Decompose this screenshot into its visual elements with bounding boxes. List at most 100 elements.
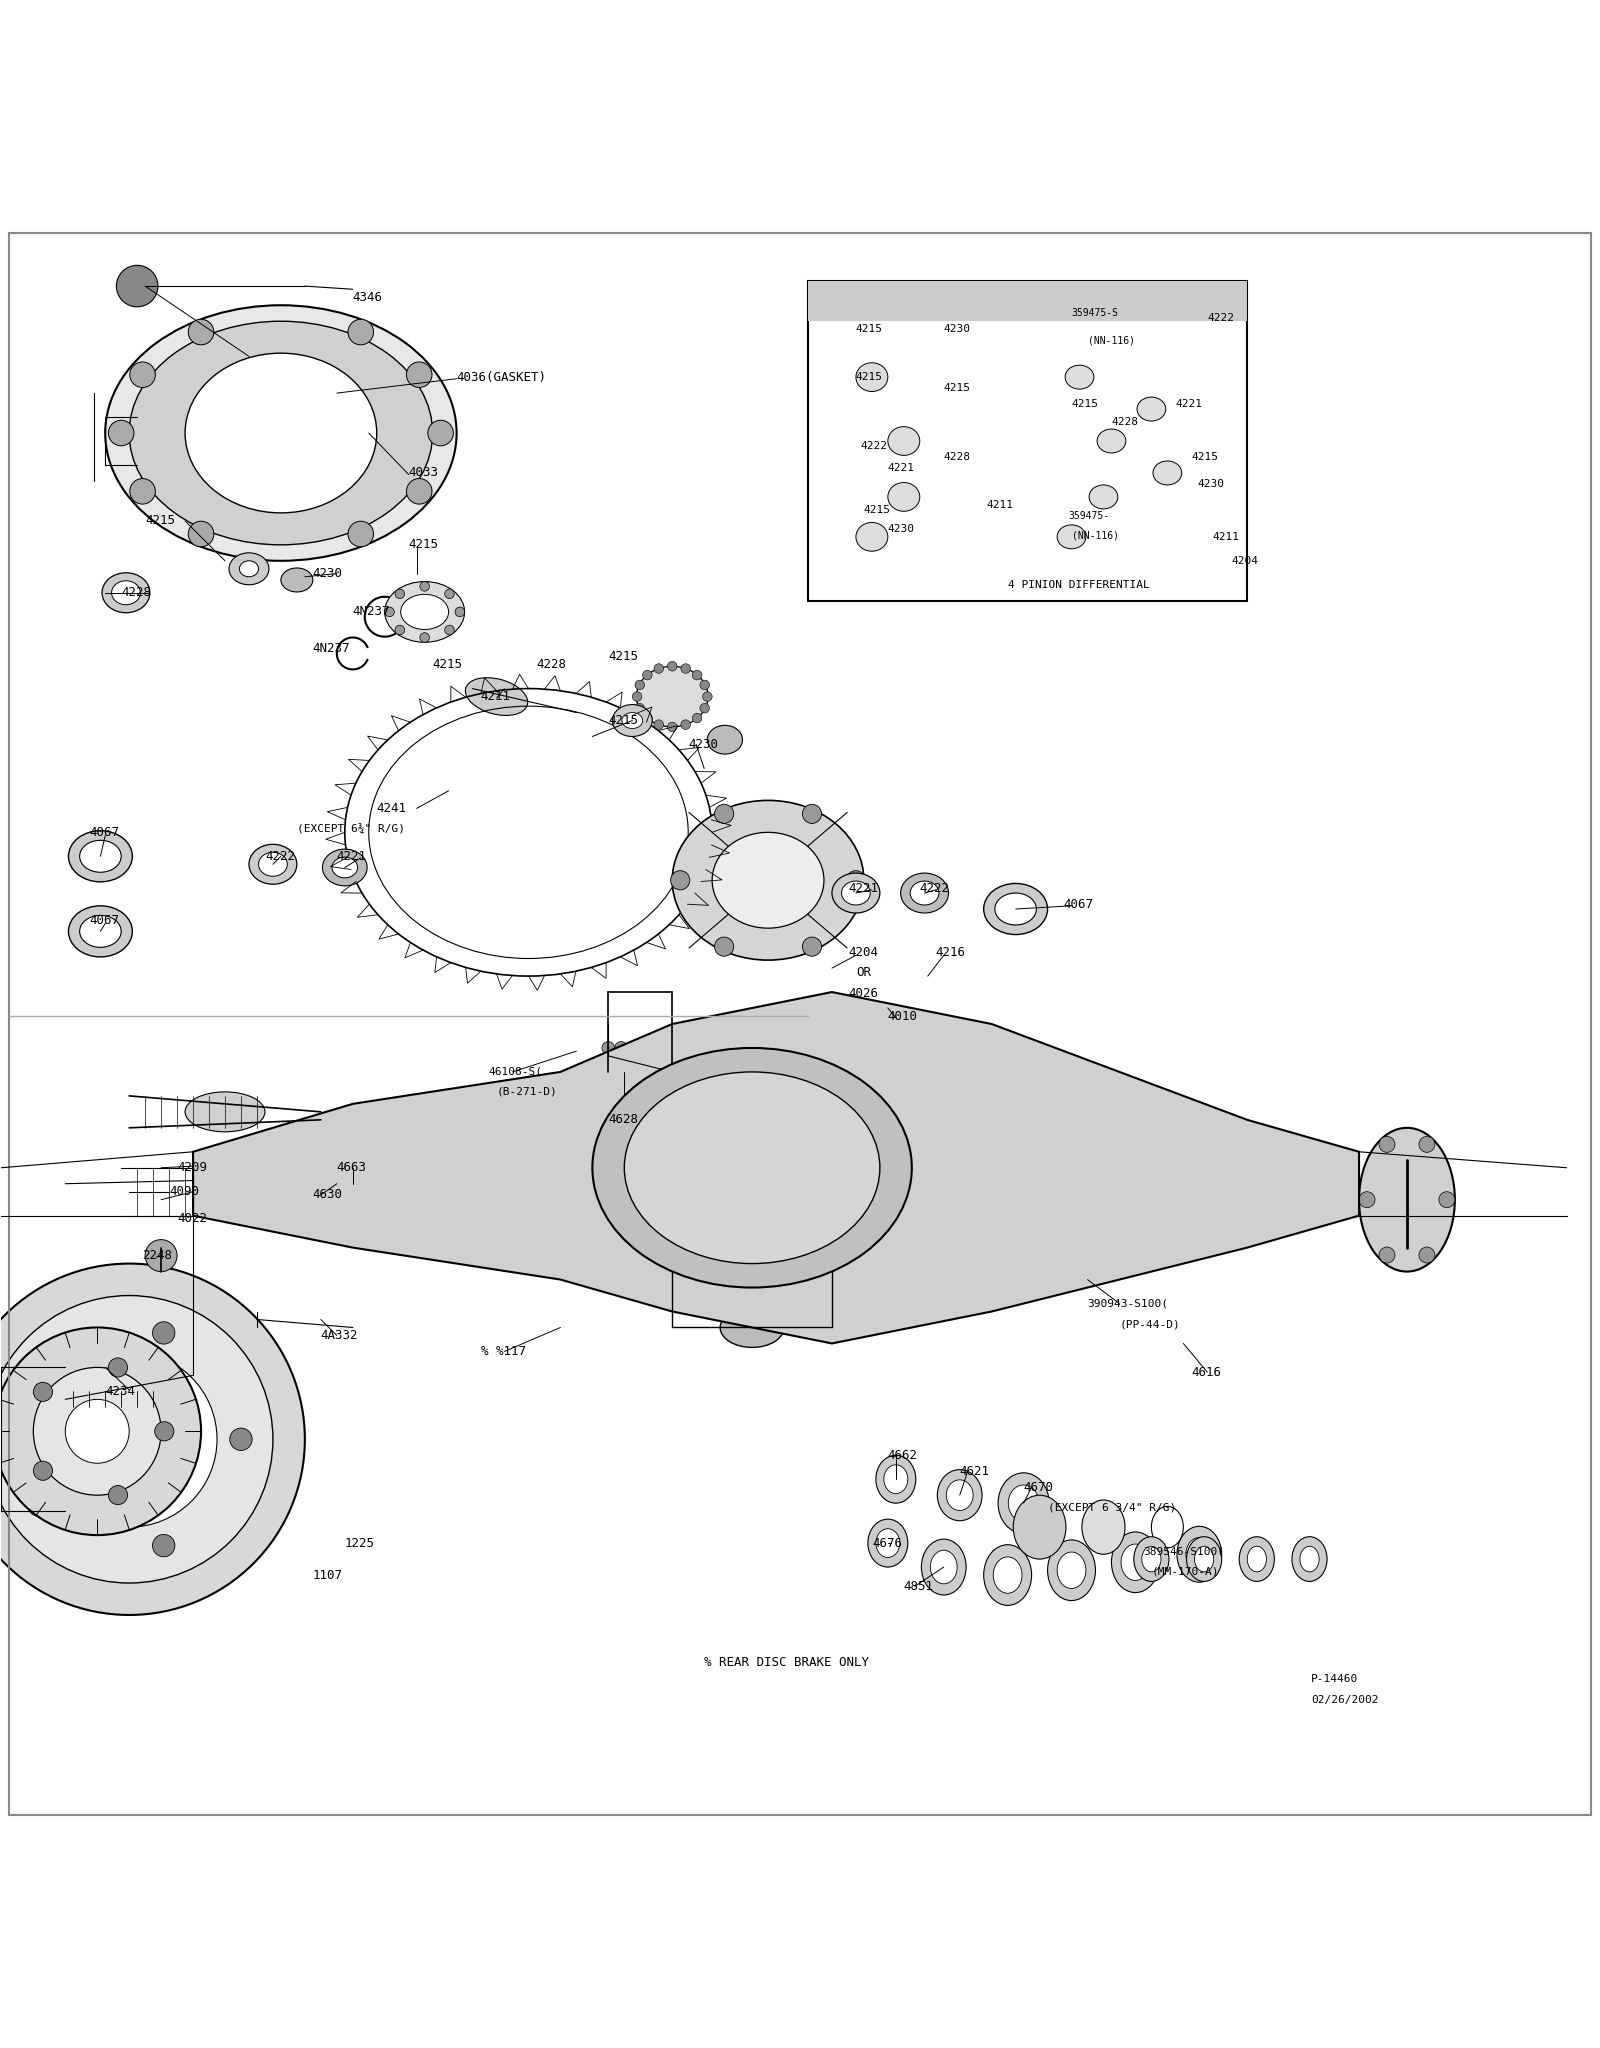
Ellipse shape <box>1058 524 1086 549</box>
Text: 4215: 4215 <box>608 649 638 664</box>
Circle shape <box>635 680 645 690</box>
Text: 4851: 4851 <box>904 1579 934 1593</box>
Ellipse shape <box>875 1456 915 1503</box>
Circle shape <box>419 582 429 592</box>
Ellipse shape <box>1122 1544 1150 1581</box>
Ellipse shape <box>832 872 880 913</box>
Ellipse shape <box>1152 1507 1184 1548</box>
Text: 4215: 4215 <box>856 324 883 334</box>
Circle shape <box>627 1042 640 1055</box>
Text: 4663: 4663 <box>338 1161 366 1174</box>
Text: 4N237: 4N237 <box>314 643 350 655</box>
Ellipse shape <box>637 666 709 727</box>
Ellipse shape <box>883 1464 907 1493</box>
Ellipse shape <box>867 1520 907 1567</box>
Circle shape <box>42 1352 218 1528</box>
Circle shape <box>635 702 645 713</box>
Circle shape <box>130 362 155 387</box>
Circle shape <box>846 870 866 889</box>
Text: 4067: 4067 <box>90 913 120 926</box>
Ellipse shape <box>1066 365 1094 389</box>
Circle shape <box>602 1042 614 1055</box>
Text: 4222: 4222 <box>1208 313 1234 324</box>
Text: 389546-S100(: 389546-S100( <box>1144 1546 1224 1556</box>
Bar <box>808 281 1248 600</box>
Circle shape <box>454 606 464 616</box>
Circle shape <box>802 938 821 956</box>
Circle shape <box>667 662 677 672</box>
Circle shape <box>338 1167 368 1200</box>
Circle shape <box>325 1155 381 1212</box>
Text: (B-271-D): (B-271-D) <box>496 1085 557 1096</box>
Circle shape <box>152 1534 174 1556</box>
Text: 4010: 4010 <box>888 1010 918 1022</box>
Circle shape <box>699 680 709 690</box>
Circle shape <box>109 420 134 446</box>
Ellipse shape <box>69 831 133 883</box>
Circle shape <box>395 590 405 598</box>
Text: P-14460: P-14460 <box>1310 1673 1358 1683</box>
Ellipse shape <box>1187 1536 1222 1581</box>
Text: 4215: 4215 <box>864 504 891 514</box>
Circle shape <box>384 606 394 616</box>
Text: (EXCEPT 6¾" R/G): (EXCEPT 6¾" R/G) <box>298 823 405 834</box>
Text: 4215: 4215 <box>146 514 174 528</box>
Circle shape <box>702 692 712 700</box>
Ellipse shape <box>888 483 920 512</box>
Circle shape <box>406 479 432 504</box>
Circle shape <box>1358 1192 1374 1208</box>
Ellipse shape <box>250 844 298 885</box>
Text: 4670: 4670 <box>1024 1481 1054 1493</box>
Circle shape <box>693 670 702 680</box>
Ellipse shape <box>323 850 366 887</box>
Circle shape <box>682 664 691 674</box>
Ellipse shape <box>1082 1499 1125 1554</box>
Text: 4221: 4221 <box>338 850 366 862</box>
Text: 4215: 4215 <box>1192 453 1218 463</box>
Text: 4211: 4211 <box>480 690 510 702</box>
Text: 4211: 4211 <box>1213 532 1238 543</box>
Text: (EXCEPT 6 3/4" R/G): (EXCEPT 6 3/4" R/G) <box>1048 1503 1176 1513</box>
Circle shape <box>34 1382 53 1401</box>
Circle shape <box>27 1493 50 1516</box>
Circle shape <box>27 1362 50 1384</box>
Text: 4211: 4211 <box>987 500 1014 510</box>
Ellipse shape <box>1299 1546 1318 1573</box>
Text: 4230: 4230 <box>688 737 718 752</box>
Circle shape <box>654 719 664 729</box>
Circle shape <box>614 1042 627 1055</box>
Ellipse shape <box>1358 1128 1454 1272</box>
Ellipse shape <box>592 1049 912 1288</box>
Circle shape <box>66 1399 130 1462</box>
Bar <box>808 281 1248 322</box>
Circle shape <box>130 479 155 504</box>
Ellipse shape <box>1058 1552 1086 1589</box>
Text: 4N237: 4N237 <box>352 606 390 618</box>
Text: 4346: 4346 <box>352 291 382 303</box>
Ellipse shape <box>186 1092 266 1133</box>
Text: 4026: 4026 <box>848 987 878 999</box>
Text: 4 PINION DIFFERENTIAL: 4 PINION DIFFERENTIAL <box>1008 580 1149 590</box>
Text: 4209: 4209 <box>178 1161 206 1174</box>
Ellipse shape <box>1013 1495 1066 1559</box>
Text: 02/26/2002: 02/26/2002 <box>1310 1694 1379 1704</box>
Text: 4628: 4628 <box>608 1114 638 1126</box>
Ellipse shape <box>984 1544 1032 1606</box>
Ellipse shape <box>998 1473 1050 1534</box>
Ellipse shape <box>282 567 314 592</box>
Text: 4221: 4221 <box>1176 399 1202 410</box>
Ellipse shape <box>712 831 824 928</box>
Text: 4090: 4090 <box>170 1186 198 1198</box>
Text: (MM-170-A): (MM-170-A) <box>1152 1567 1219 1577</box>
Text: 4204: 4204 <box>848 946 878 958</box>
Ellipse shape <box>1178 1526 1222 1583</box>
Circle shape <box>643 713 653 723</box>
Ellipse shape <box>130 322 432 545</box>
Ellipse shape <box>1048 1540 1096 1602</box>
Ellipse shape <box>333 858 357 879</box>
Ellipse shape <box>922 1540 966 1595</box>
Text: 4222: 4222 <box>266 850 294 862</box>
Circle shape <box>632 692 642 700</box>
Circle shape <box>109 1358 128 1376</box>
Circle shape <box>34 1460 53 1481</box>
